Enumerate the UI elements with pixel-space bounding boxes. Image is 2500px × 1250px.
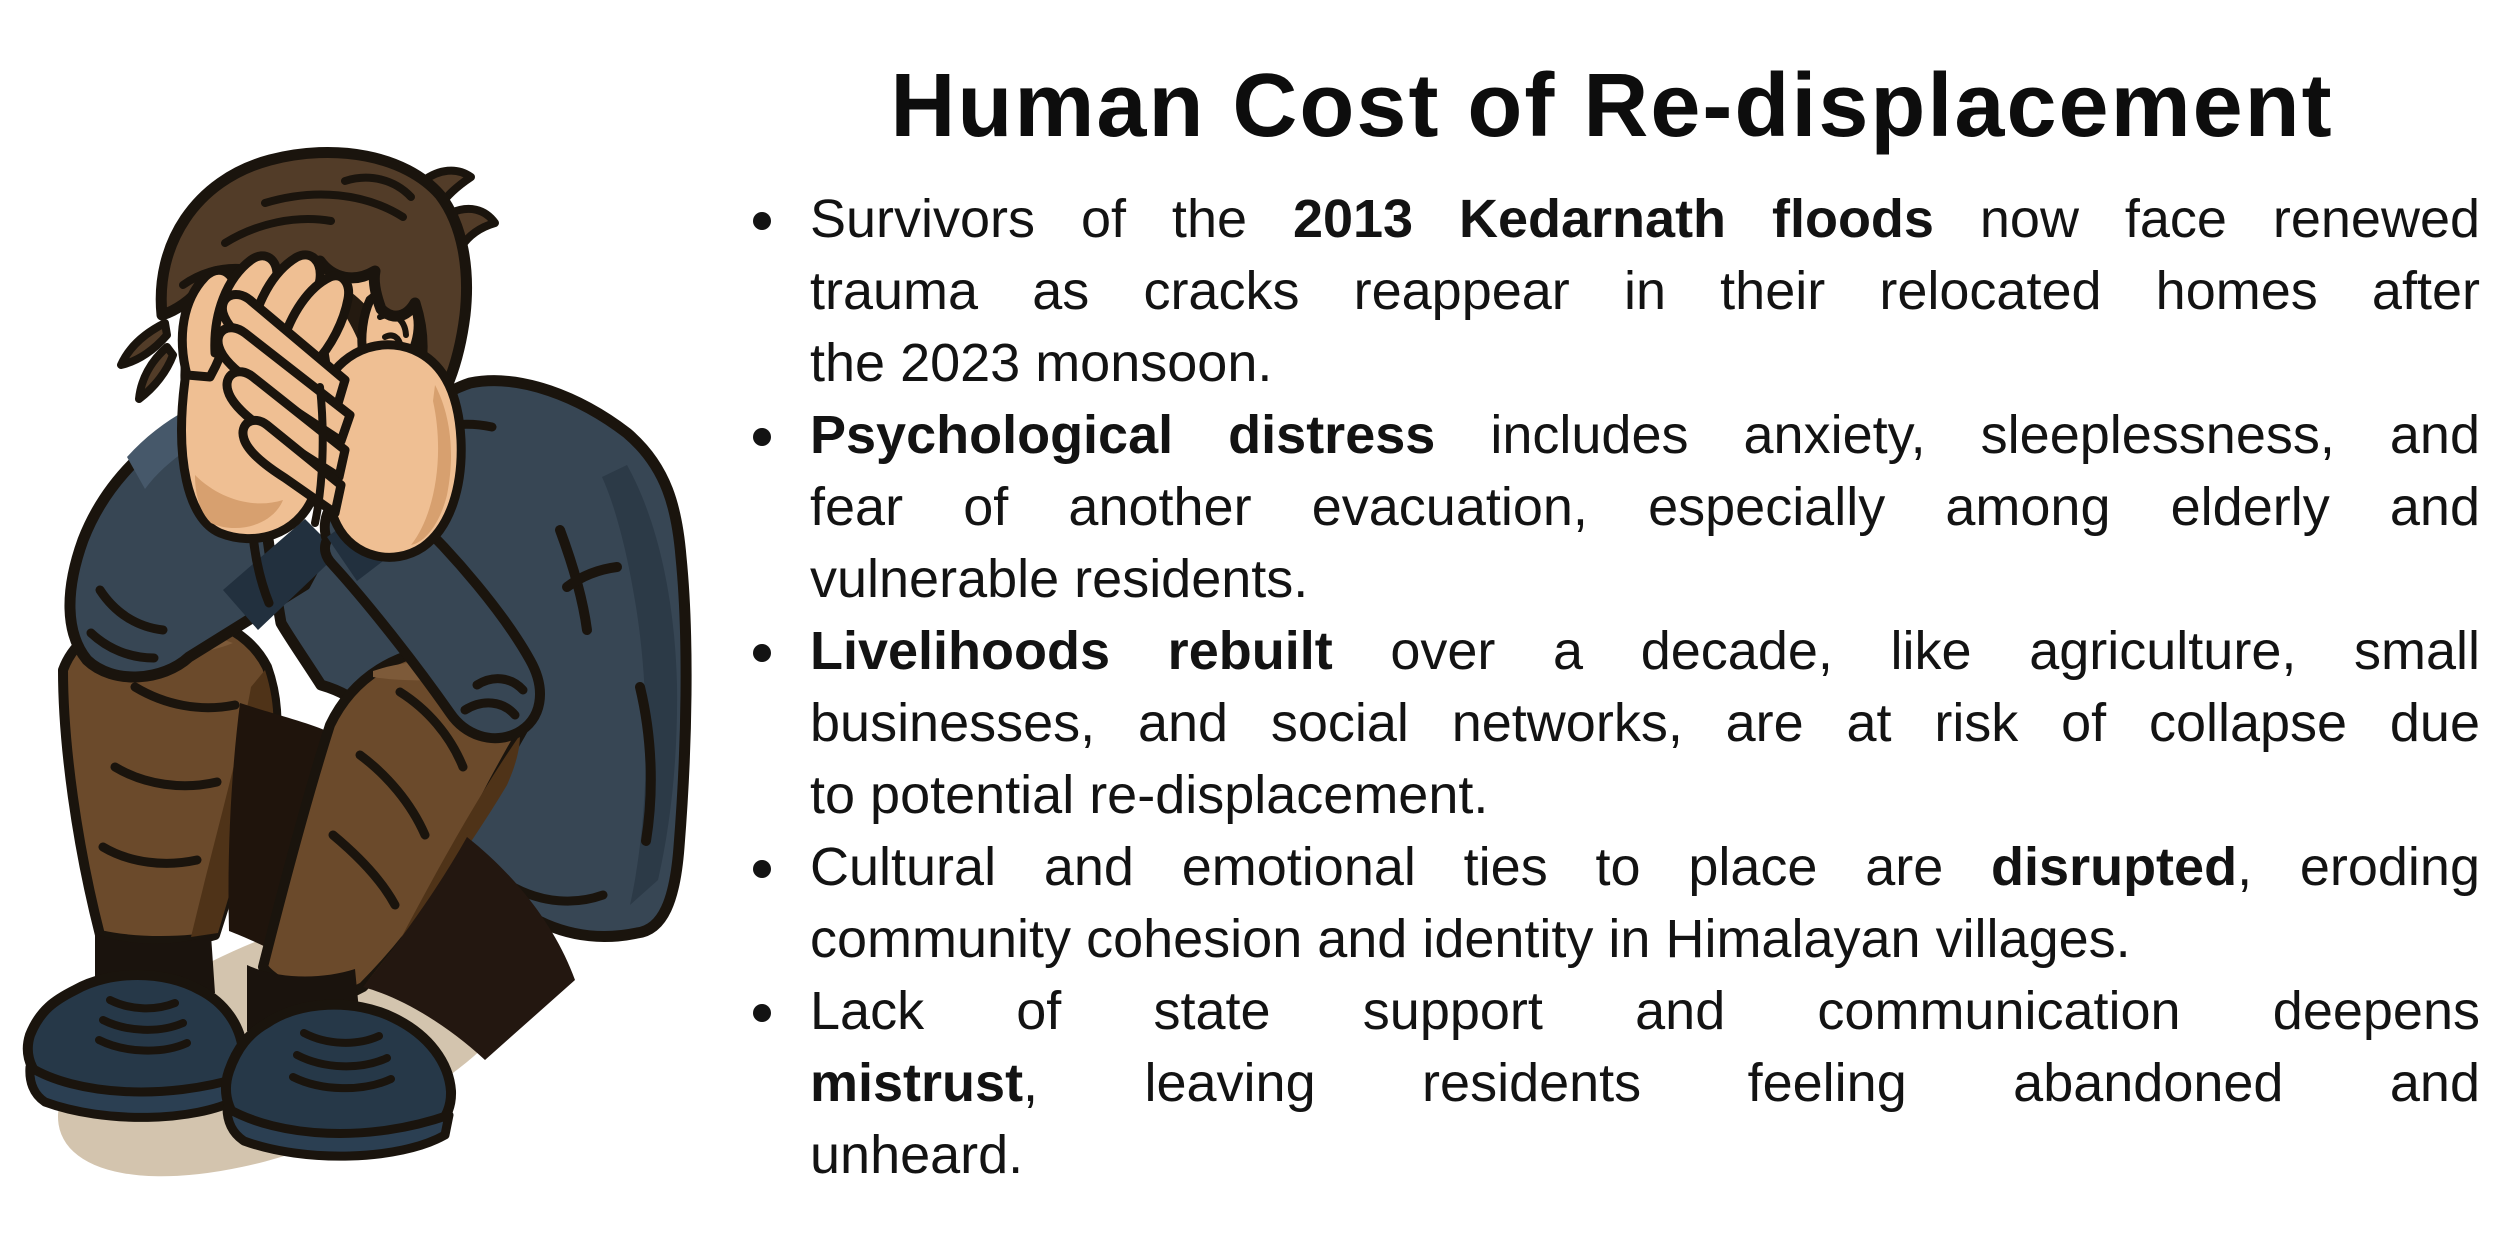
bold-text: disrupted [1991,837,2238,897]
bullet-dot-icon [753,860,771,878]
text-line: businesses, and social networks, are at … [810,687,2480,759]
bullet-text: Lack of state support and communication … [810,975,2480,1191]
list-item: Cultural and emotional ties to place are… [740,831,2484,975]
front-hand [213,290,466,562]
bold-text: mistrust [810,1053,1024,1113]
hands-covering-face [177,250,466,562]
page-title: Human Cost of Re-displacement [890,56,2334,156]
text-line: vulnerable residents. [810,543,2480,615]
text-line: the 2023 monsoon. [810,327,2480,399]
list-item: Psychological distress includes anxiety,… [740,399,2484,615]
leg-gap-shadow [228,703,327,957]
bullet-dot-icon [753,212,771,230]
text: , leaving residents feeling abandoned an… [1023,1053,2480,1113]
bullet-marker [740,183,810,399]
text: community cohesion and identity in Himal… [810,909,2131,969]
bullet-dot-icon [753,428,771,446]
text-line: Psychological distress includes anxiety,… [810,399,2480,471]
bullet-dot-icon [753,1004,771,1022]
text: over a decade, like agriculture, small [1332,621,2481,681]
text-line: Livelihoods rebuilt over a decade, like … [810,615,2480,687]
text: , eroding [2237,837,2480,897]
text: businesses, and social networks, are at … [810,693,2480,753]
text: trauma as cracks reappear in their reloc… [810,261,2480,321]
bold-text: Psychological distress [810,405,1436,465]
bullet-text: Psychological distress includes anxiety,… [810,399,2480,615]
content-column: Human Cost of Re-displacement Survivors … [740,0,2484,1191]
text: Cultural and emotional ties to place are [810,837,1992,897]
bullet-marker [740,399,810,615]
thigh-shadow [363,837,575,1060]
left-shoe [22,933,249,1122]
bullet-dot-icon [753,644,771,662]
text-line: community cohesion and identity in Himal… [810,903,2480,975]
text: fear of another evacuation, especially a… [810,477,2480,537]
bullet-marker [740,615,810,831]
distressed-person-illustration [22,147,692,1177]
text: now face renewed [1933,189,2481,249]
bold-text: 2013 Kedarnath floods [1292,189,1934,249]
bold-text: Livelihoods rebuilt [810,621,1333,681]
text: includes anxiety, sleeplessness, and [1435,405,2480,465]
list-item: Survivors of the 2013 Kedarnath floods n… [740,183,2484,399]
text-line: Survivors of the 2013 Kedarnath floods n… [810,183,2480,255]
text: vulnerable residents. [810,549,1309,609]
bullet-text: Cultural and emotional ties to place are… [810,831,2480,975]
text-line: fear of another evacuation, especially a… [810,471,2480,543]
text-line: Cultural and emotional ties to place are… [810,831,2480,903]
bullet-text: Survivors of the 2013 Kedarnath floods n… [810,183,2480,399]
text-line: trauma as cracks reappear in their reloc… [810,255,2480,327]
text: Survivors of the [810,189,1293,249]
text: Lack of state support and communication … [810,981,2480,1041]
list-item: Livelihoods rebuilt over a decade, like … [740,615,2484,831]
text: the 2023 monsoon. [810,333,1273,393]
text: unheard. [810,1125,1024,1185]
text-line: Lack of state support and communication … [810,975,2480,1047]
bullet-marker [740,975,810,1191]
bullet-list: Survivors of the 2013 Kedarnath floods n… [740,183,2484,1191]
text-line: unheard. [810,1119,2480,1191]
text: to potential re-displacement. [810,765,1489,825]
text-line: mistrust, leaving residents feeling aban… [810,1047,2480,1119]
list-item: Lack of state support and communication … [740,975,2484,1191]
bullet-text: Livelihoods rebuilt over a decade, like … [810,615,2480,831]
right-shoe [221,965,456,1161]
bullet-marker [740,831,810,975]
text-line: to potential re-displacement. [810,759,2480,831]
